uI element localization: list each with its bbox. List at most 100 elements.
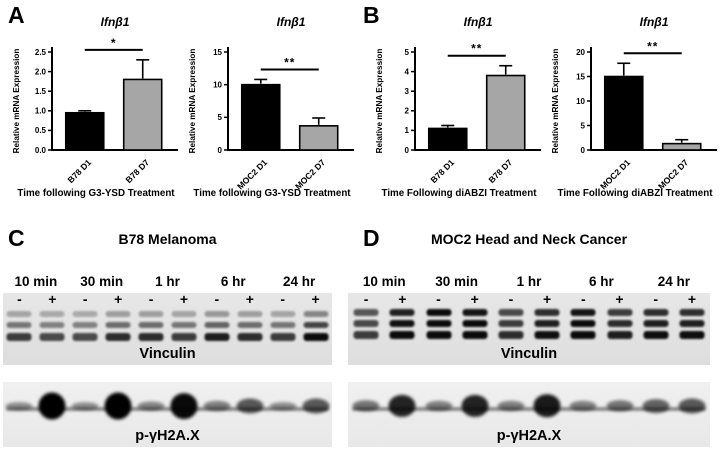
- protein-band: [678, 398, 706, 414]
- blot-lane: [601, 303, 637, 365]
- protein-band: [533, 394, 561, 418]
- protein-band: [171, 311, 197, 317]
- panel-a-label: A: [8, 2, 25, 28]
- y-tick-label: 1.0: [35, 107, 47, 116]
- protein-band: [426, 309, 451, 316]
- blot-lane: [135, 382, 168, 447]
- x-category-label: B78 D7: [486, 157, 514, 185]
- timepoint-label: 24 hr: [282, 274, 316, 289]
- chart-a-moc2-ifnb1: Ifnβ1 Relative mRNA Expression 0 5 10 15 MOC2 …: [188, 15, 354, 199]
- timepoint-label: 1 hr: [516, 274, 542, 289]
- protein-band: [302, 398, 330, 414]
- plus-sign: +: [245, 293, 254, 307]
- plus-sign: +: [543, 293, 552, 307]
- protein-band: [643, 331, 669, 339]
- blot-lane: [674, 303, 710, 365]
- protein-band: [606, 400, 634, 412]
- blot-lane: [233, 382, 266, 447]
- blot-lane: [3, 382, 36, 447]
- blot-lane: [200, 303, 233, 365]
- timepoint-label: 30 min: [435, 274, 478, 289]
- y-tick-label: 1.5: [35, 87, 47, 96]
- significance-stars: *: [111, 36, 117, 50]
- protein-band: [389, 331, 415, 339]
- blot-lane: [384, 303, 420, 365]
- protein-band: [237, 311, 263, 317]
- blot-lane: [638, 382, 674, 447]
- bar: [603, 75, 644, 151]
- protein-band: [204, 333, 230, 341]
- blot-lane: [493, 303, 529, 365]
- chart-a-b78-ifnb1: Ifnβ1 Relative mRNA Expression 0.0 0.5 1.0 1.…: [12, 15, 178, 199]
- blot-lane: [348, 382, 384, 447]
- protein-band: [204, 322, 230, 328]
- y-tick-label: 15: [213, 48, 222, 57]
- chart-title: Ifnβ1: [464, 15, 493, 29]
- chart-title: Ifnβ1: [277, 15, 306, 29]
- minus-sign: -: [508, 293, 514, 307]
- protein-band: [171, 333, 197, 341]
- protein-band: [303, 311, 329, 317]
- blot-lane: [102, 303, 135, 365]
- protein-band: [170, 393, 198, 419]
- protein-band: [237, 333, 263, 341]
- minus-sign: -: [363, 293, 369, 307]
- blot-lane: [135, 303, 168, 365]
- blot-lane: [601, 382, 637, 447]
- blot-lane: [102, 382, 135, 447]
- panel-c-label: C: [8, 225, 25, 251]
- vinculin-blot-d: - + - + - + - + - + Vinculin: [348, 293, 710, 365]
- minus-sign: -: [148, 293, 154, 307]
- y-tick-label: 5: [405, 48, 410, 57]
- timepoint-label: 1 hr: [155, 274, 180, 289]
- protein-band: [72, 322, 98, 328]
- protein-band: [237, 322, 263, 328]
- y-axis-label: Relative mRNA Expression: [12, 49, 21, 154]
- y-tick-label: 20: [576, 48, 585, 57]
- blot-lane: [200, 382, 233, 447]
- protein-band: [71, 402, 99, 410]
- protein-band: [105, 322, 131, 328]
- protein-band: [353, 320, 379, 327]
- plus-sign: +: [398, 293, 407, 307]
- protein-band: [6, 322, 32, 328]
- timepoint-label: 6 hr: [589, 274, 614, 289]
- blot-lane: [168, 303, 201, 365]
- protein-band: [104, 392, 132, 420]
- protein-band: [6, 311, 32, 317]
- blot-lane: [3, 303, 36, 365]
- y-tick-label: 5: [218, 113, 223, 122]
- protein-band: [679, 331, 705, 339]
- protein-band: [138, 333, 164, 341]
- y-tick-label: 2.5: [35, 48, 47, 57]
- plus-sign: +: [615, 293, 624, 307]
- protein-band: [679, 309, 705, 316]
- bar: [485, 74, 526, 151]
- blot-lane: [69, 303, 102, 365]
- bar: [427, 127, 468, 151]
- x-axis-title: Time following G3-YSD Treatment: [193, 188, 351, 199]
- x-category-label: MOC2 D1: [598, 157, 632, 191]
- protein-band: [270, 333, 296, 341]
- x-category-label: B78 D1: [65, 157, 93, 185]
- chart-title: Ifnβ1: [640, 15, 669, 29]
- timepoint-label: 10 min: [362, 274, 406, 289]
- protein-band: [607, 309, 633, 316]
- minus-sign: -: [280, 293, 286, 307]
- protein-band: [389, 309, 415, 316]
- y-tick-label: 10: [576, 97, 585, 106]
- blot-lanes: [3, 303, 332, 365]
- protein-band: [137, 401, 165, 411]
- protein-band: [462, 309, 488, 316]
- chart-b-moc2-ifnb1: Ifnβ1 Relative mRNA Expression 0 5 10 15 20 MOC…: [551, 15, 717, 199]
- y-tick-label: 15: [576, 72, 585, 81]
- blot-protein-label: p-γH2A.X: [496, 428, 562, 444]
- timepoint-label: 6 hr: [220, 274, 246, 289]
- protein-band: [461, 394, 489, 418]
- protein-band: [498, 309, 524, 316]
- protein-band: [353, 309, 379, 316]
- plus-sign: +: [48, 293, 57, 307]
- protein-band: [607, 320, 633, 327]
- protein-band: [303, 333, 329, 341]
